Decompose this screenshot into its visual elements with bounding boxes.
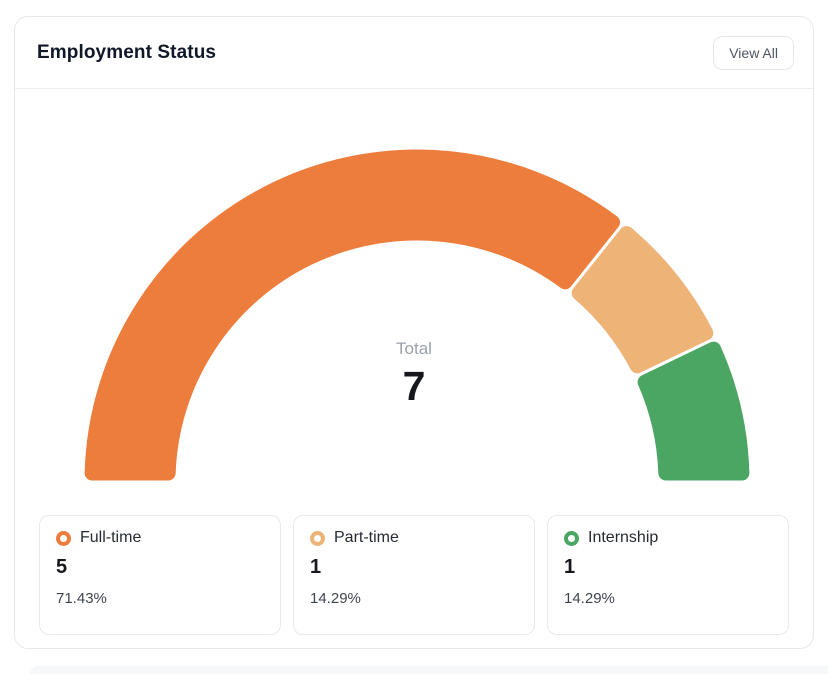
legend-count: 1 [310, 556, 322, 578]
view-all-button[interactable]: View All [713, 35, 794, 70]
gauge-svg [81, 146, 753, 484]
part-time-ring-icon [310, 530, 325, 546]
gauge-segment-full-time[interactable] [81, 146, 623, 484]
legend-card-internship: Internship 1 14.29% [547, 515, 789, 635]
full-time-ring-icon [56, 530, 71, 546]
legend-percent: 14.29% [564, 590, 615, 607]
employment-status-card: Employment Status View All Total 7 Full-… [14, 16, 814, 649]
legend-label: Full-time [80, 529, 142, 546]
legend-count: 5 [56, 556, 68, 578]
legend-row: Full-time 5 71.43% Part-time 1 14.29% In… [15, 515, 813, 635]
internship-ring-icon [564, 530, 579, 546]
legend-card-part-time: Part-time 1 14.29% [293, 515, 535, 635]
card-header: Employment Status View All [15, 17, 813, 89]
gauge-chart: Total 7 [15, 91, 813, 511]
legend-label: Part-time [334, 529, 399, 546]
legend-card-full-time: Full-time 5 71.43% [39, 515, 281, 635]
legend-count: 1 [564, 556, 576, 578]
page-title: Employment Status [37, 41, 217, 63]
gauge-segment-internship[interactable] [634, 338, 753, 484]
next-card-peek [30, 666, 828, 674]
legend-percent: 14.29% [310, 590, 361, 607]
legend-percent: 71.43% [56, 590, 107, 607]
legend-label: Internship [588, 529, 659, 546]
